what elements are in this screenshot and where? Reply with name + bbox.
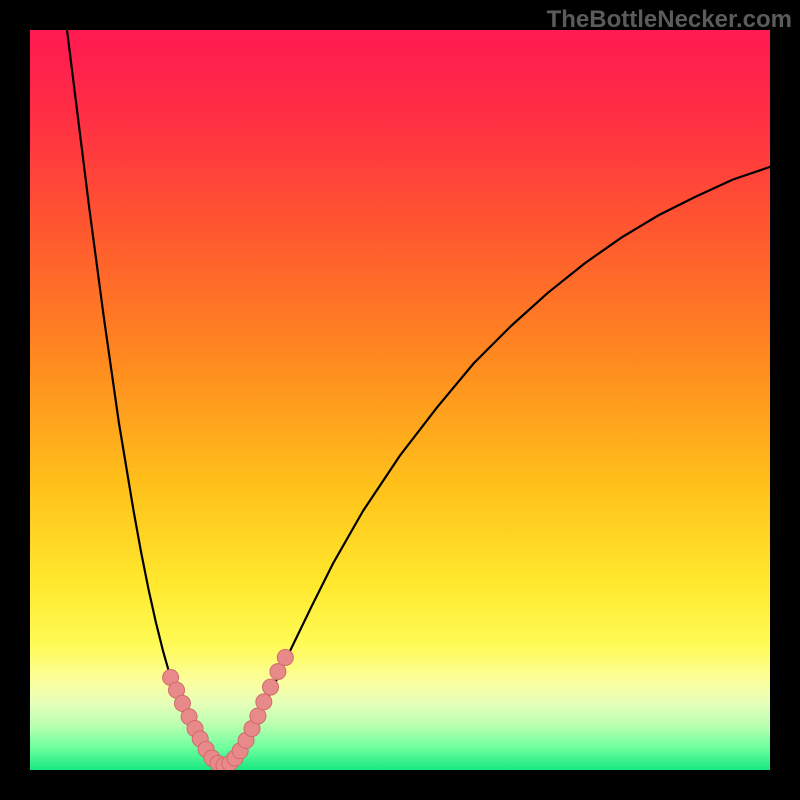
chart-stage: TheBottleNecker.com <box>0 0 800 800</box>
data-marker <box>270 664 286 680</box>
marker-cluster <box>163 650 294 770</box>
data-marker <box>256 694 272 710</box>
data-marker <box>263 679 279 695</box>
curve-left-branch <box>67 30 222 766</box>
curve-right-branch <box>222 167 770 766</box>
data-marker <box>277 650 293 666</box>
bottleneck-chart <box>30 30 770 770</box>
watermark-text: TheBottleNecker.com <box>547 6 792 34</box>
